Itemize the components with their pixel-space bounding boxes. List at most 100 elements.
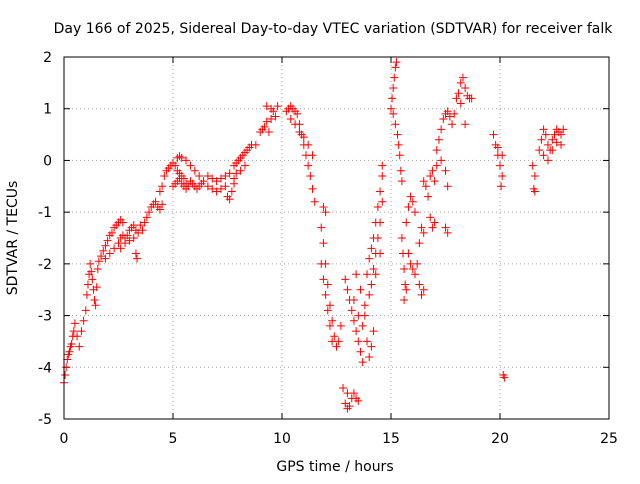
data-point	[240, 161, 249, 170]
data-point	[332, 342, 341, 351]
data-point	[461, 84, 470, 93]
data-point	[356, 285, 365, 294]
data-point	[195, 171, 204, 180]
data-point	[392, 58, 401, 67]
data-point	[371, 270, 380, 279]
data-point	[70, 319, 79, 328]
data-point	[177, 153, 186, 162]
data-point	[203, 182, 212, 191]
data-point	[365, 290, 374, 299]
data-point	[75, 342, 84, 351]
data-point	[443, 182, 452, 191]
data-point	[142, 213, 151, 222]
data-point	[417, 223, 426, 232]
data-point	[286, 115, 295, 124]
data-point	[262, 102, 271, 111]
data-point	[190, 166, 199, 175]
data-point	[175, 174, 184, 183]
data-point	[354, 337, 363, 346]
data-point	[93, 265, 102, 274]
data-point	[131, 249, 140, 258]
grid	[64, 57, 609, 419]
data-point	[69, 327, 78, 336]
data-point	[136, 221, 145, 230]
data-point	[63, 355, 72, 364]
data-point	[306, 171, 315, 180]
data-point	[388, 94, 397, 103]
data-point	[86, 259, 95, 268]
data-point	[77, 327, 86, 336]
data-point	[349, 316, 358, 325]
data-point	[367, 342, 376, 351]
data-point	[391, 63, 400, 72]
data-point	[212, 187, 221, 196]
data-point	[271, 112, 280, 121]
y-tick-label: -1	[38, 205, 52, 221]
data-point	[328, 337, 337, 346]
data-point	[421, 182, 430, 191]
data-point	[552, 138, 561, 147]
y-tick-label: -5	[38, 412, 52, 428]
data-point	[90, 296, 99, 305]
data-point	[138, 226, 147, 235]
data-point	[394, 140, 403, 149]
data-point	[352, 327, 361, 336]
data-point	[530, 187, 539, 196]
data-point	[221, 182, 230, 191]
y-tick-label: 2	[43, 50, 52, 66]
data-point	[323, 280, 332, 289]
data-point	[376, 187, 385, 196]
data-point	[454, 89, 463, 98]
data-point	[81, 306, 90, 315]
data-point	[87, 267, 96, 276]
data-point	[134, 228, 143, 237]
data-point	[397, 177, 406, 186]
data-point	[103, 236, 112, 245]
data-point	[208, 174, 217, 183]
x-axis-label: GPS time / hours	[276, 459, 393, 475]
data-point	[367, 244, 376, 253]
data-point	[395, 151, 404, 160]
data-point	[175, 152, 184, 161]
data-point	[378, 197, 387, 206]
data-point	[186, 161, 195, 170]
data-point	[129, 234, 138, 242]
data-point	[308, 184, 317, 193]
data-point	[430, 218, 439, 227]
data-point	[123, 231, 132, 240]
data-point	[363, 337, 372, 346]
y-tick-label: -4	[38, 360, 52, 376]
data-point	[365, 254, 374, 263]
data-point	[557, 140, 566, 149]
data-point	[83, 280, 92, 289]
x-tick-label: 20	[491, 431, 509, 447]
data-point	[410, 270, 419, 279]
data-point	[539, 125, 548, 134]
data-point	[539, 151, 548, 160]
y-tick-label: -3	[38, 309, 52, 325]
data-point	[496, 161, 504, 170]
data-point	[393, 130, 402, 139]
data-point	[390, 73, 399, 82]
data-point	[349, 296, 358, 305]
data-point	[408, 197, 417, 206]
data-point	[445, 112, 454, 121]
data-point	[325, 301, 334, 310]
data-point	[99, 246, 108, 255]
data-point	[155, 205, 164, 214]
data-point	[389, 109, 398, 118]
data-point	[317, 259, 326, 268]
data-point	[251, 140, 260, 149]
x-tick-label: 25	[600, 431, 618, 447]
data-point	[489, 130, 498, 139]
data-point	[535, 146, 544, 155]
data-point	[203, 171, 212, 180]
data-point	[216, 174, 225, 183]
data-point	[116, 244, 125, 253]
data-point	[343, 389, 352, 398]
data-point	[528, 161, 537, 170]
data-point	[397, 234, 406, 242]
data-point	[402, 285, 411, 294]
data-point	[373, 202, 382, 211]
